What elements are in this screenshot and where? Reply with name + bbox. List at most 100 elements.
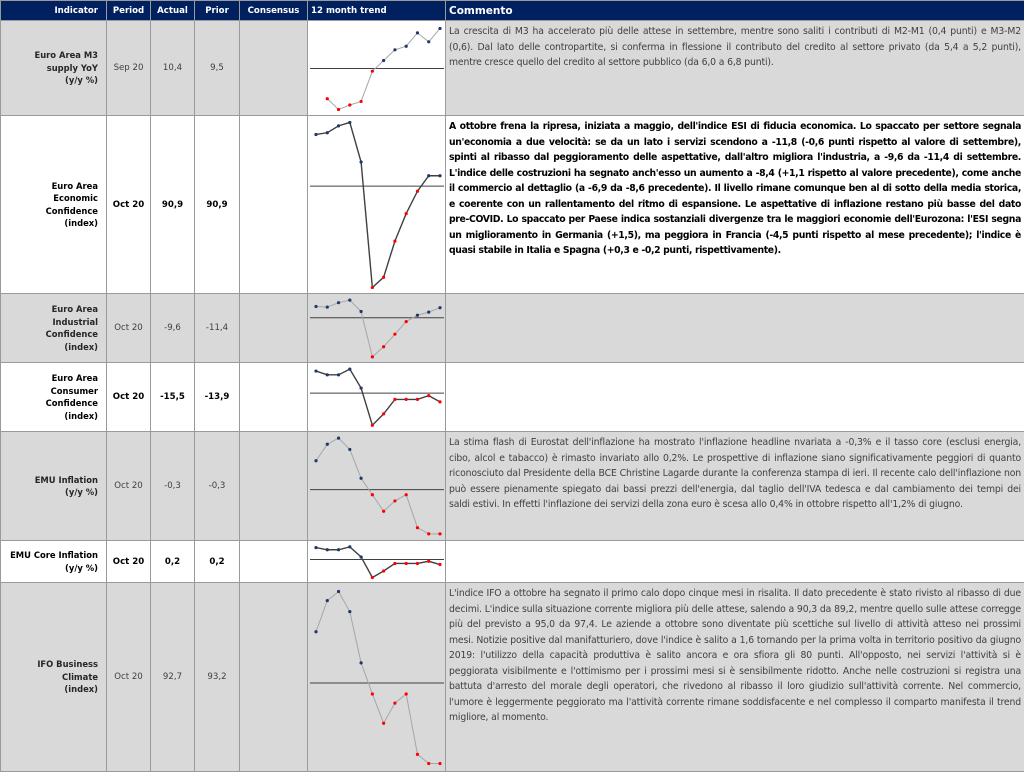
sparkline-chart <box>308 294 446 363</box>
trend-point <box>359 160 362 163</box>
prior-cell: 9,5 <box>195 21 240 116</box>
sparkline-chart <box>308 583 446 772</box>
trend-point <box>438 563 441 566</box>
trend-line <box>316 438 440 534</box>
trend-point <box>337 373 340 376</box>
trend-point <box>348 448 351 451</box>
trend-point <box>326 305 329 308</box>
consensus-cell <box>240 363 308 432</box>
indicator-name-line: supply YoY <box>47 63 98 73</box>
trend-point <box>405 45 408 48</box>
trend-point <box>326 548 329 551</box>
indicator-name-line: (index) <box>64 218 98 228</box>
indicator-name-line: (y/y %) <box>65 563 98 573</box>
indicator-name-line: Consumer <box>51 386 98 396</box>
indicator-name-line: (y/y %) <box>65 75 98 85</box>
trend-point <box>348 121 351 124</box>
trend-point <box>337 548 340 551</box>
prior-cell: 0,2 <box>195 541 240 583</box>
trend-point <box>416 753 419 756</box>
trend-point <box>314 305 317 308</box>
actual-cell: -0,3 <box>151 432 195 541</box>
period-cell: Oct 20 <box>107 541 151 583</box>
consensus-cell <box>240 294 308 363</box>
indicator-name-line: Industrial <box>52 317 98 327</box>
indicator-name: EMU Inflation(y/y %) <box>1 432 107 541</box>
trend-point <box>337 301 340 304</box>
trend-point <box>359 555 362 558</box>
trend-point <box>359 661 362 664</box>
trend-sparkline <box>308 294 446 363</box>
period-cell: Oct 20 <box>107 294 151 363</box>
header-consensus: Consensus <box>240 1 308 21</box>
trend-line <box>316 547 440 578</box>
actual-cell: 10,4 <box>151 21 195 116</box>
trend-point <box>371 692 374 695</box>
trend-point <box>359 310 362 313</box>
trend-point <box>337 124 340 127</box>
trend-point <box>405 212 408 215</box>
trend-sparkline <box>308 363 446 432</box>
trend-point <box>438 762 441 765</box>
consensus-cell <box>240 432 308 541</box>
trend-point <box>416 314 419 317</box>
indicator-name-line: (index) <box>64 684 98 694</box>
actual-cell: -15,5 <box>151 363 195 432</box>
header-comment: Commento <box>446 1 1024 21</box>
header-trend: 12 month trend <box>308 1 446 21</box>
trend-point <box>416 562 419 565</box>
indicator-name-line: IFO Business <box>37 659 98 669</box>
indicator-name-line: Economic <box>53 193 98 203</box>
prior-cell: 90,9 <box>195 116 240 294</box>
trend-point <box>416 526 419 529</box>
trend-point <box>371 286 374 289</box>
actual-cell: 0,2 <box>151 541 195 583</box>
trend-point <box>405 493 408 496</box>
trend-point <box>438 532 441 535</box>
trend-point <box>416 398 419 401</box>
trend-point <box>405 398 408 401</box>
trend-point <box>348 103 351 106</box>
period-cell: Oct 20 <box>107 432 151 541</box>
trend-point <box>427 40 430 43</box>
indicator-name-line: Confidence <box>46 206 98 216</box>
prior-cell: 93,2 <box>195 583 240 772</box>
trend-point <box>337 436 340 439</box>
actual-cell: 92,7 <box>151 583 195 772</box>
indicator-name-line: Climate <box>62 672 98 682</box>
trend-point <box>405 692 408 695</box>
trend-point <box>337 108 340 111</box>
trend-point <box>393 499 396 502</box>
prior-cell: -13,9 <box>195 363 240 432</box>
trend-point <box>326 443 329 446</box>
trend-point <box>416 190 419 193</box>
trend-point <box>382 345 385 348</box>
indicator-name: EMU Core Inflation(y/y %) <box>1 541 107 583</box>
consensus-cell <box>240 541 308 583</box>
trend-point <box>314 459 317 462</box>
period-cell: Oct 20 <box>107 583 151 772</box>
consensus-cell <box>240 116 308 294</box>
sparkline-chart <box>308 541 446 583</box>
trend-line <box>316 122 440 287</box>
indicator-name-line: (index) <box>64 411 98 421</box>
trend-point <box>438 27 441 30</box>
trend-sparkline <box>308 21 446 116</box>
actual-cell: 90,9 <box>151 116 195 294</box>
trend-point <box>416 31 419 34</box>
comment-cell <box>446 294 1024 363</box>
trend-sparkline <box>308 541 446 583</box>
trend-point <box>393 240 396 243</box>
trend-point <box>371 70 374 73</box>
trend-point <box>371 493 374 496</box>
header-prior: Prior <box>195 1 240 21</box>
trend-point <box>359 386 362 389</box>
